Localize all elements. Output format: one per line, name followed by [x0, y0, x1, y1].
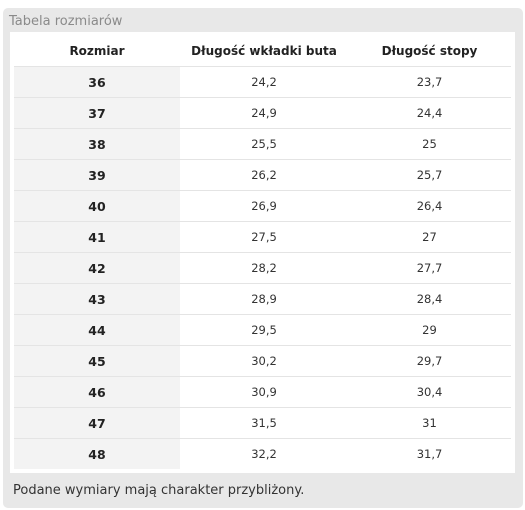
- foot-length-cell: 29,7: [348, 345, 511, 377]
- header-foot-length: Długość stopy: [348, 36, 511, 67]
- table-row: 36 24,2 23,7: [14, 66, 511, 98]
- size-cell: 42: [14, 252, 180, 284]
- table-header-row: Rozmiar Długość wkładki buta Długość sto…: [14, 36, 511, 67]
- foot-length-cell: 30,4: [348, 376, 511, 408]
- foot-length-cell: 24,4: [348, 97, 511, 129]
- size-cell: 43: [14, 283, 180, 315]
- size-table-container: Rozmiar Długość wkładki buta Długość sto…: [10, 32, 515, 473]
- foot-length-cell: 27,7: [348, 252, 511, 284]
- table-row: 48 32,2 31,7: [14, 438, 511, 469]
- size-cell: 40: [14, 190, 180, 222]
- table-row: 42 28,2 27,7: [14, 252, 511, 284]
- table-row: 45 30,2 29,7: [14, 345, 511, 377]
- size-cell: 46: [14, 376, 180, 408]
- table-row: 41 27,5 27: [14, 221, 511, 253]
- insole-length-cell: 30,9: [180, 376, 348, 408]
- table-body: 36 24,2 23,7 37 24,9 24,4 38 25,5 25 39 26,2 25,7 40…: [14, 66, 511, 469]
- size-cell: 36: [14, 66, 180, 98]
- insole-length-cell: 32,2: [251, 447, 277, 461]
- foot-length-cell: 31: [348, 407, 511, 439]
- size-cell: 41: [14, 221, 180, 253]
- foot-length-cell: 26,4: [348, 190, 511, 222]
- insole-length-cell: 27,5: [180, 221, 348, 253]
- insole-length-cell: 28,9: [180, 283, 348, 315]
- insole-length-cell: 31,5: [180, 407, 348, 439]
- table-row: 40 26,9 26,4: [14, 190, 511, 222]
- table-row: 44 29,5 29: [14, 314, 511, 346]
- table-row: 43 28,9 28,4: [14, 283, 511, 315]
- insole-length-cell: 24,2: [180, 66, 348, 98]
- size-cell: 48: [14, 438, 180, 469]
- insole-length-cell: 25,5: [180, 128, 348, 160]
- foot-length-cell: 25: [348, 128, 511, 160]
- table-row: 39 26,2 25,7: [14, 159, 511, 191]
- insole-length-cell: 28,2: [180, 252, 348, 284]
- header-insole-length: Długość wkładki buta: [180, 36, 348, 67]
- approximation-note: Podane wymiary mają charakter przybliżon…: [13, 483, 305, 498]
- foot-length-cell: 25,7: [348, 159, 511, 191]
- insole-length-cell: 29,5: [180, 314, 348, 346]
- insole-length-cell: 26,2: [180, 159, 348, 191]
- foot-length-cell: 28,4: [348, 283, 511, 315]
- insole-length-cell: 30,2: [180, 345, 348, 377]
- table-row: 47 31,5 31: [14, 407, 511, 439]
- header-size: Rozmiar: [14, 36, 180, 67]
- panel-title: Tabela rozmiarów: [9, 14, 123, 29]
- size-cell: 44: [14, 314, 180, 346]
- size-chart-panel: Tabela rozmiarów Rozmiar Długość wkładki…: [3, 8, 523, 508]
- foot-length-cell: 27: [348, 221, 511, 253]
- foot-length-cell: 31,7: [416, 447, 443, 461]
- size-cell: 39: [14, 159, 180, 191]
- insole-length-cell: 24,9: [180, 97, 348, 129]
- size-cell: 45: [14, 345, 180, 377]
- size-cell: 47: [14, 407, 180, 439]
- foot-length-cell: 23,7: [348, 66, 511, 98]
- table-row: 38 25,5 25: [14, 128, 511, 160]
- table-row: 37 24,9 24,4: [14, 97, 511, 129]
- size-cell: 38: [14, 128, 180, 160]
- size-cell: 37: [14, 97, 180, 129]
- insole-length-cell: 26,9: [180, 190, 348, 222]
- size-table: Rozmiar Długość wkładki buta Długość sto…: [14, 36, 511, 469]
- table-row: 46 30,9 30,4: [14, 376, 511, 408]
- foot-length-cell: 29: [348, 314, 511, 346]
